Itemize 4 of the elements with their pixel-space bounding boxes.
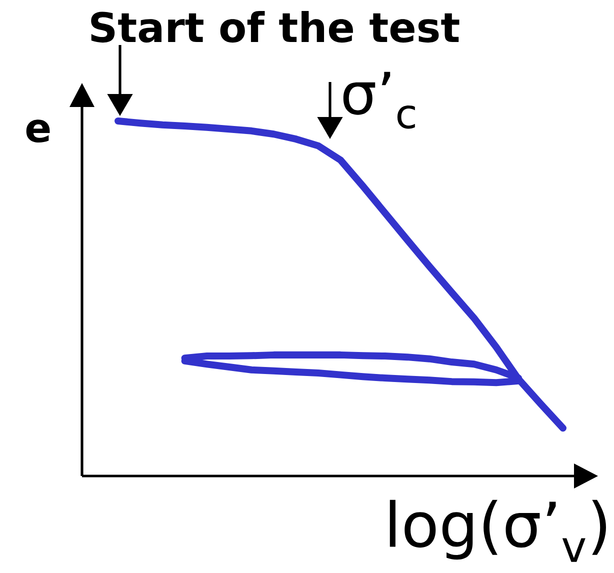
text: Start of the test <box>91 10 460 43</box>
x-axis-title: log(σ’$_{v}$) <box>390 500 606 562</box>
y-axis-title: e <box>26 120 50 143</box>
annotation: σ’$_{c}$ <box>343 72 415 129</box>
